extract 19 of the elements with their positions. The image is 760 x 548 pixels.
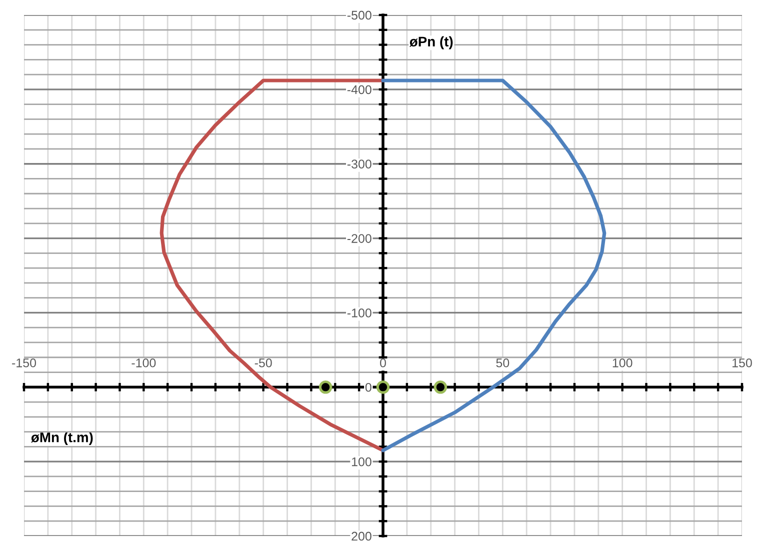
y-tick-label: -300 [347, 160, 372, 169]
line-series [381, 78, 606, 452]
y-tick-label: 200 [352, 532, 372, 541]
y-tick-label: 100 [352, 457, 372, 466]
x-tick-label: -100 [132, 358, 156, 368]
x-tick-label: 100 [612, 358, 632, 368]
x-tick-label: 0 [380, 358, 386, 368]
y-tick-label: -400 [347, 85, 372, 94]
x-tick-label: -50 [254, 358, 272, 368]
x-tick-label: 150 [732, 358, 752, 368]
x-tick-label: 50 [496, 358, 510, 368]
y-tick-label: -500 [347, 10, 372, 20]
x-axis-title: øMn (t.m) [30, 432, 93, 446]
y-tick-label: -200 [347, 234, 372, 243]
y-tick-label: -100 [347, 308, 372, 318]
x-tick-label: -150 [12, 358, 36, 368]
y-axis-title: øPn (t) [409, 36, 453, 50]
y-tick-label: 0 [365, 382, 372, 392]
line-series [160, 78, 385, 452]
